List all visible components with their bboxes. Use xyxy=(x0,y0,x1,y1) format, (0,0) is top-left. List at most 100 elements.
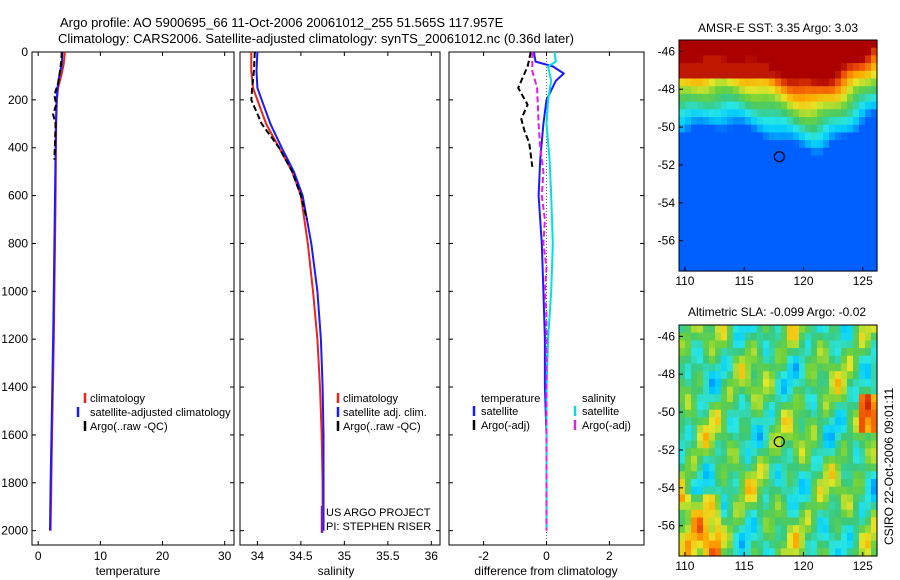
heatmap-cell xyxy=(811,209,818,218)
heatmap-cell xyxy=(769,548,776,557)
heatmap-cell xyxy=(793,240,800,249)
heatmap-cell xyxy=(859,502,866,511)
heatmap-cell xyxy=(775,471,782,480)
heatmap-cell xyxy=(781,255,788,264)
heatmap-cell xyxy=(811,532,818,542)
heatmap-cell xyxy=(811,448,818,457)
heatmap-cell xyxy=(787,325,794,334)
heatmap-cell xyxy=(853,502,860,511)
heatmap-cell xyxy=(787,132,794,141)
heatmap-cell xyxy=(763,540,770,549)
heatmap-cell xyxy=(805,247,812,257)
heatmap-cell xyxy=(721,494,728,503)
heatmap-cell xyxy=(721,70,728,80)
heatmap-cell xyxy=(811,417,818,426)
heatmap-cell xyxy=(847,402,854,411)
heatmap-cell xyxy=(817,178,824,187)
heatmap-cell xyxy=(733,325,740,334)
heatmap-cell xyxy=(799,455,806,465)
heatmap-cell xyxy=(859,47,866,56)
heatmap-cell xyxy=(793,170,800,180)
heatmap-cell xyxy=(811,486,818,495)
heatmap-cell xyxy=(709,186,716,195)
heatmap-cell xyxy=(721,117,728,126)
heatmap-cell xyxy=(853,448,860,457)
heatmap-cell xyxy=(763,448,770,457)
heatmap-cell xyxy=(859,471,866,480)
heatmap-cell xyxy=(853,209,860,218)
heatmap-cell xyxy=(733,117,740,126)
heatmap-cell xyxy=(817,263,824,272)
heatmap-cell xyxy=(751,471,758,480)
heatmap-cell xyxy=(781,209,788,218)
heatmap-cell xyxy=(817,63,824,72)
heatmap-cell xyxy=(709,101,716,110)
heatmap-cell xyxy=(793,186,800,195)
heatmap-cell xyxy=(817,217,824,226)
heatmap-cell xyxy=(769,263,776,272)
heatmap-cell xyxy=(709,63,716,72)
heatmap-cell xyxy=(721,363,728,372)
heatmap-cell xyxy=(847,224,854,234)
heatmap-cell xyxy=(763,463,770,472)
x-tick-label: 35.5 xyxy=(376,549,400,563)
heatmap-cell xyxy=(709,479,716,488)
heatmap-cell xyxy=(823,348,830,357)
heatmap-cell xyxy=(691,409,698,418)
heatmap-cell xyxy=(775,440,782,449)
heatmap-cell xyxy=(859,117,866,126)
heatmap-cell xyxy=(853,101,860,110)
heatmap-cell xyxy=(727,147,734,157)
heatmap-cell xyxy=(835,525,842,534)
heatmap-cell xyxy=(769,517,776,526)
heatmap-cell xyxy=(721,517,728,526)
heatmap-cell xyxy=(715,509,722,519)
heatmap-cell xyxy=(709,124,716,133)
heatmap-cell xyxy=(715,124,722,133)
heatmap-cell xyxy=(757,247,764,257)
heatmap-cell xyxy=(865,394,872,403)
heatmap-cell xyxy=(751,63,758,72)
heatmap-cell xyxy=(835,532,842,542)
heatmap-cell xyxy=(763,163,770,172)
heatmap-cell xyxy=(679,463,686,472)
heatmap-cell xyxy=(859,378,866,388)
heatmap-cell xyxy=(847,124,854,133)
heatmap-cell xyxy=(811,140,818,149)
heatmap-cell xyxy=(853,232,860,241)
heatmap-cell xyxy=(781,332,788,341)
heatmap-cell xyxy=(793,340,800,349)
heatmap-cell xyxy=(709,194,716,203)
heatmap-cell xyxy=(739,494,746,503)
heatmap-cell xyxy=(751,70,758,80)
heatmap-cell xyxy=(727,371,734,380)
y-tick-label: 1600 xyxy=(1,428,28,442)
heatmap-cell xyxy=(847,471,854,480)
heatmap-cell xyxy=(787,155,794,164)
heatmap-cell xyxy=(841,78,848,87)
heatmap-cell xyxy=(745,194,752,203)
heatmap-cell xyxy=(763,332,770,341)
heatmap-cell xyxy=(817,86,824,95)
heatmap-cell xyxy=(685,217,692,226)
heatmap-cell xyxy=(685,247,692,257)
heatmap-cell xyxy=(799,140,806,149)
heatmap-cell xyxy=(811,394,818,403)
heatmap-cell xyxy=(865,548,872,557)
heatmap-cell xyxy=(841,340,848,349)
heatmap-cell xyxy=(841,425,848,434)
heatmap-cell xyxy=(757,93,764,103)
heatmap-cell xyxy=(769,178,776,187)
heatmap-cell xyxy=(703,224,710,234)
heatmap-cell xyxy=(697,325,704,334)
heatmap-cell xyxy=(691,440,698,449)
heatmap-cell xyxy=(799,525,806,534)
heatmap-cell xyxy=(823,170,830,180)
heatmap-cell xyxy=(703,471,710,480)
heatmap-cell xyxy=(829,432,836,442)
heatmap-cell xyxy=(697,263,704,272)
heatmap-cell xyxy=(823,109,830,118)
heatmap-cell xyxy=(823,332,830,341)
heatmap-cell xyxy=(763,394,770,403)
heatmap-cell xyxy=(715,378,722,388)
